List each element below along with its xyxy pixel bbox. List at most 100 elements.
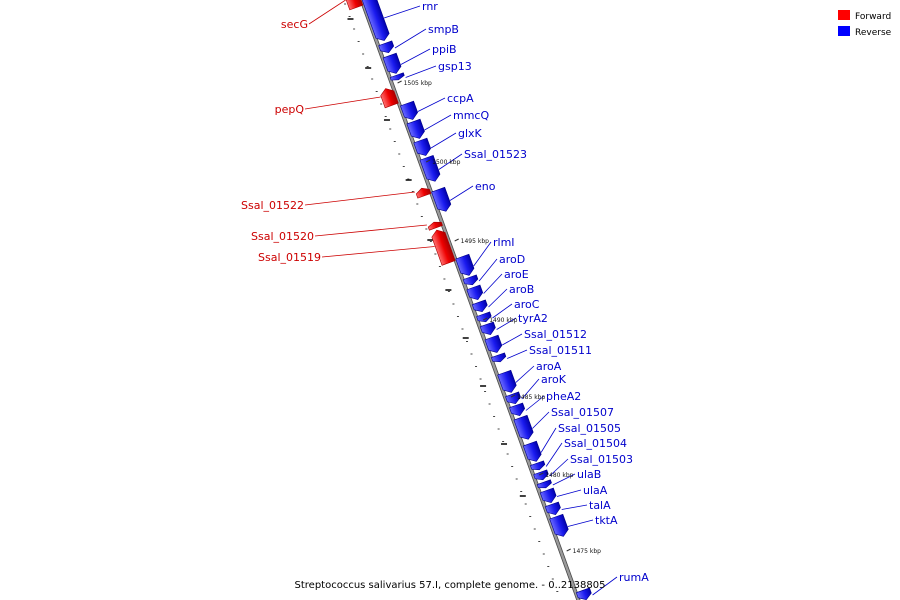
reverse-gene-arrow[interactable] [522, 440, 543, 464]
forward-gene-arrow[interactable] [430, 228, 456, 266]
gene-feature[interactable] [479, 321, 497, 337]
reverse-gene-arrow[interactable] [533, 469, 550, 482]
reverse-gene-arrow[interactable] [389, 72, 405, 82]
gene-feature[interactable] [344, 0, 364, 11]
gene-feature[interactable] [549, 513, 570, 539]
reverse-gene-arrow[interactable] [419, 154, 442, 183]
gene-label: Ssal_01522 [241, 199, 304, 212]
scale-tick-label: 1505 kbp [404, 80, 432, 87]
gene-label: gsp13 [438, 60, 472, 73]
reverse-gene-arrow[interactable] [536, 479, 552, 490]
gene-leader-line [304, 96, 381, 110]
gene-feature[interactable] [533, 469, 550, 482]
forward-gene-arrow[interactable] [427, 220, 443, 231]
gene-feature[interactable] [431, 186, 453, 213]
gene-feature[interactable] [471, 299, 489, 314]
gene-feature[interactable] [509, 402, 526, 418]
forward-gene-arrow[interactable] [379, 86, 399, 109]
scale-tick-label: 1500 kbp [432, 159, 460, 166]
gene-feature[interactable] [413, 137, 433, 158]
gene-label: Ssal_01523 [464, 148, 527, 161]
gene-leader-line [545, 442, 563, 467]
gene-feature[interactable] [575, 587, 593, 600]
reverse-gene-arrow[interactable] [513, 414, 535, 441]
gene-label: aroE [504, 268, 529, 281]
gene-feature[interactable] [360, 0, 390, 43]
gene-feature[interactable] [484, 334, 504, 355]
gene-feature[interactable] [379, 86, 399, 109]
gene-feature[interactable] [378, 40, 396, 55]
reverse-gene-arrow[interactable] [549, 513, 570, 539]
reverse-gene-arrow[interactable] [529, 460, 546, 472]
gene-feature[interactable] [400, 100, 419, 122]
gene-feature[interactable] [382, 52, 403, 76]
gene-feature[interactable] [430, 228, 456, 266]
gene-feature[interactable] [466, 284, 485, 302]
gene-label: Ssal_01503 [570, 453, 633, 466]
gene-feature[interactable] [419, 154, 442, 183]
gene-leader-line [525, 395, 545, 411]
gene-label: eno [475, 180, 496, 193]
reverse-gene-arrow[interactable] [484, 334, 504, 355]
reverse-gene-arrow[interactable] [479, 321, 497, 337]
gene-label: ulaB [577, 468, 601, 481]
gene-feature[interactable] [415, 186, 432, 199]
gene-feature[interactable] [505, 391, 522, 406]
gene-leader-line [515, 365, 535, 383]
gene-feature[interactable] [406, 118, 426, 141]
gene-feature[interactable] [389, 72, 405, 82]
reverse-gene-arrow[interactable] [406, 118, 426, 141]
ruler-ticks [344, 3, 559, 592]
gene-label: mmcQ [453, 109, 489, 122]
gene-feature[interactable] [536, 479, 552, 490]
reverse-gene-arrow[interactable] [466, 284, 485, 302]
gene-label: talA [589, 499, 611, 512]
gene-leader-line [304, 191, 416, 206]
reverse-gene-arrow[interactable] [476, 311, 493, 324]
reverse-gene-arrow[interactable] [544, 501, 562, 517]
reverse-gene-arrow[interactable] [382, 52, 403, 76]
gene-leader-line [492, 303, 513, 319]
reverse-gene-arrow[interactable] [462, 274, 479, 287]
forward-gene-arrow[interactable] [415, 186, 432, 199]
gene-feature[interactable] [522, 440, 543, 464]
gene-feature[interactable] [513, 414, 535, 441]
gene-feature[interactable] [427, 220, 443, 231]
reverse-gene-arrow[interactable] [413, 137, 433, 158]
gene-feature[interactable] [455, 253, 476, 278]
scale-tick-label: 1490 kbp [489, 317, 517, 324]
reverse-gene-arrow[interactable] [509, 402, 526, 418]
reverse-gene-arrow[interactable] [539, 487, 558, 505]
gene-leader-line [532, 411, 550, 429]
gene-label: aroK [541, 373, 567, 386]
reverse-gene-arrow[interactable] [497, 369, 518, 395]
gene-label: Ssal_01507 [551, 406, 614, 419]
legend: Forward Reverse [838, 10, 892, 38]
gene-leader-line [483, 273, 503, 294]
gene-label: rumA [619, 571, 649, 584]
gene-label: Ssal_01520 [251, 230, 314, 243]
gene-feature[interactable] [539, 487, 558, 505]
reverse-gene-arrow[interactable] [505, 391, 522, 406]
reverse-gene-arrow[interactable] [378, 40, 396, 55]
reverse-gene-arrow[interactable] [400, 100, 419, 122]
scale-tick-label: 1475 kbp [573, 548, 601, 555]
reverse-gene-arrow[interactable] [575, 587, 593, 600]
gene-feature[interactable] [490, 352, 507, 364]
reverse-gene-arrow[interactable] [431, 186, 453, 213]
forward-gene-arrow[interactable] [344, 0, 364, 11]
gene-feature[interactable] [497, 369, 518, 395]
gene-label: smpB [428, 23, 459, 36]
gene-feature[interactable] [544, 501, 562, 517]
gene-leader-line [321, 246, 435, 258]
gene-labels: secG rnr smpB ppiB gsp13 pepQ ccpA mmcQ glxK Ssal… [241, 0, 649, 584]
gene-feature[interactable] [476, 311, 493, 324]
gene-leader-line [394, 28, 427, 49]
reverse-gene-arrow[interactable] [490, 352, 507, 364]
gene-feature[interactable] [529, 460, 546, 472]
reverse-gene-arrow[interactable] [360, 0, 390, 43]
reverse-gene-arrow[interactable] [455, 253, 476, 278]
reverse-gene-arrow[interactable] [471, 299, 489, 314]
gene-feature[interactable] [462, 274, 479, 287]
scale-tick-label: 1485 kbp [517, 394, 545, 401]
